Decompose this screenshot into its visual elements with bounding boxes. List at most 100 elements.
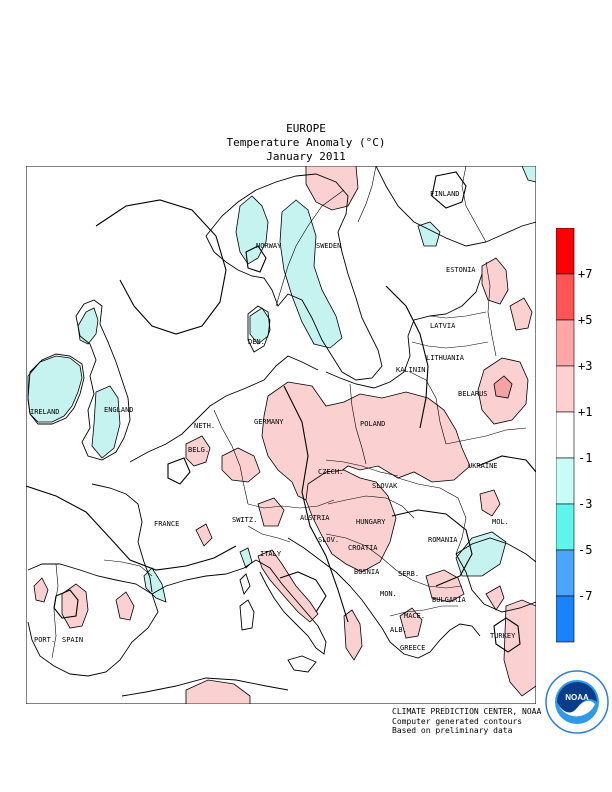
country-label: PORT. [34, 636, 55, 644]
anomaly-map: FINLAND NORWAY SWEDEN ESTONIA LATVIA DEN… [26, 166, 536, 704]
warm-area-portugal [33, 577, 49, 603]
map-title-variable: Temperature Anomaly (°C) [226, 136, 386, 149]
border-greece-north [389, 605, 458, 617]
warm-area-belgium [185, 435, 211, 467]
country-label: NETH. [194, 422, 215, 430]
warm-area-greece [399, 607, 423, 639]
coast-italy [255, 559, 327, 655]
country-label: MON. [380, 590, 397, 598]
warm-anomaly-areas [33, 166, 536, 704]
legend-tick-labels: +7 +5 +3 +1 -1 -3 -5 -7 [578, 267, 592, 603]
credits-block: CLIMATE PREDICTION CENTER, NOAA Computer… [392, 707, 541, 736]
coast-denmark [247, 305, 271, 353]
legend-box-minus-1-to-3 [556, 457, 575, 505]
country-label: MACE. [404, 612, 425, 620]
warm-area-turkey [503, 599, 536, 697]
legend-box-above-7 [556, 228, 575, 275]
contour-line-12 [245, 245, 267, 273]
country-label: HUNGARY [356, 518, 386, 526]
warm-area-hungary-balkans [305, 469, 397, 573]
coast-ireland [27, 353, 85, 425]
country-label: BULGARIA [432, 596, 467, 604]
country-label: TURKEY [490, 632, 516, 640]
legend-boxes [556, 228, 575, 643]
contour-line-6 [391, 509, 473, 587]
coast-baltic [325, 273, 483, 389]
coastlines [27, 166, 536, 697]
border-germany-poland [349, 383, 367, 465]
credits-line-2: Computer generated contours [392, 716, 523, 726]
warm-strong-areas [493, 375, 513, 399]
country-label: NORWAY [256, 242, 282, 250]
border-alps [247, 499, 335, 509]
credits-line-1: CLIMATE PREDICTION CENTER, NOAA [392, 707, 542, 716]
map-title-block: EUROPE Temperature Anomaly (°C) January … [0, 122, 612, 164]
coast-corsica [239, 573, 251, 595]
border-italy-north [247, 525, 291, 543]
coast-scandinavia [205, 173, 383, 381]
cold-area-ukraine-east [455, 531, 507, 577]
coast-greece [389, 623, 481, 659]
legend-tick-label: +5 [578, 313, 592, 327]
country-label: KALININ. [396, 366, 430, 374]
contour-line-5 [431, 171, 467, 209]
coast-black-sea-north [455, 537, 536, 563]
warm-area-black-sea [485, 585, 505, 611]
cold-area-scotland [77, 307, 99, 345]
contour-line-3 [283, 385, 349, 623]
cold-area-norway [235, 195, 269, 265]
cold-area-england [91, 385, 121, 459]
warm-area-africa [185, 679, 251, 704]
country-label: ITALY [260, 550, 282, 558]
warm-strong-belarus [493, 375, 513, 399]
border-sweden-finland [357, 166, 377, 223]
country-label: CROATIA [348, 544, 378, 552]
coast-adriatic-east [287, 537, 391, 643]
country-label: GERMANY [254, 418, 284, 426]
country-label: SPAIN [62, 636, 83, 644]
contour-line-11 [493, 617, 521, 653]
country-label: BELG. [188, 446, 209, 454]
country-label: UKRAINE [468, 462, 498, 470]
cold-area-scandinavia [279, 199, 343, 349]
country-label: MOL. [492, 518, 509, 526]
coast-great-britain [75, 299, 131, 461]
contour-line-7 [477, 455, 536, 473]
coast-africa [121, 677, 289, 697]
country-label: IRELAND [30, 408, 60, 416]
warm-area-lapland [305, 166, 359, 211]
country-label: SWITZ. [232, 516, 257, 524]
country-label: ENGLAND [104, 406, 134, 414]
border-czech-slovak [325, 459, 399, 477]
country-label: AUSTRIA [300, 514, 330, 522]
border-hungary [327, 495, 415, 519]
legend-tick-label: -1 [578, 451, 592, 465]
country-label: BOSNIA [354, 568, 380, 576]
color-legend: +7 +5 +3 +1 -1 -3 -5 -7 [556, 228, 592, 643]
legend-box-3-to-5 [556, 319, 575, 367]
country-label: ROMANIA [428, 536, 458, 544]
border-estonia-latvia [429, 311, 487, 319]
legend-tick-label: +7 [578, 267, 592, 281]
border-baltic-russia [485, 261, 497, 357]
country-label: LATVIA [430, 322, 456, 330]
cold-anomaly-areas [27, 166, 536, 603]
border-spain-portugal [51, 563, 59, 659]
noaa-logo-text: NOAA [565, 693, 589, 702]
legend-tick-label: +3 [578, 359, 592, 373]
country-label: FINLAND [430, 190, 460, 198]
warm-area-switz [257, 497, 285, 527]
border-balkans [325, 533, 463, 589]
legend-box-minus-3-to-5 [556, 503, 575, 551]
legend-box-minus-5-to-7 [556, 549, 575, 597]
coast-continent-north [129, 355, 319, 463]
contour-line-1 [95, 199, 227, 335]
cold-area-ne [521, 166, 536, 183]
country-label: BELARUS [458, 390, 488, 398]
border-romania [397, 477, 467, 555]
legend-tick-label: -5 [578, 543, 592, 557]
country-label: LITHUANIA [426, 354, 465, 362]
coast-iberia [27, 563, 159, 677]
coast-black-sea [455, 553, 536, 613]
warm-area-france-east [221, 447, 261, 483]
